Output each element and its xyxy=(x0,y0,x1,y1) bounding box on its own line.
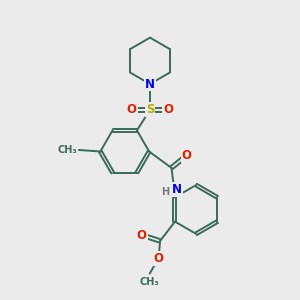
Text: O: O xyxy=(164,103,173,116)
Text: CH₃: CH₃ xyxy=(140,277,160,287)
Text: O: O xyxy=(182,149,192,162)
Text: CH₃: CH₃ xyxy=(58,145,77,155)
Text: O: O xyxy=(154,252,164,265)
Text: N: N xyxy=(145,77,155,91)
Text: S: S xyxy=(146,103,154,116)
Text: N: N xyxy=(172,183,182,196)
Text: O: O xyxy=(137,229,147,242)
Text: H: H xyxy=(161,187,169,197)
Text: O: O xyxy=(127,103,136,116)
